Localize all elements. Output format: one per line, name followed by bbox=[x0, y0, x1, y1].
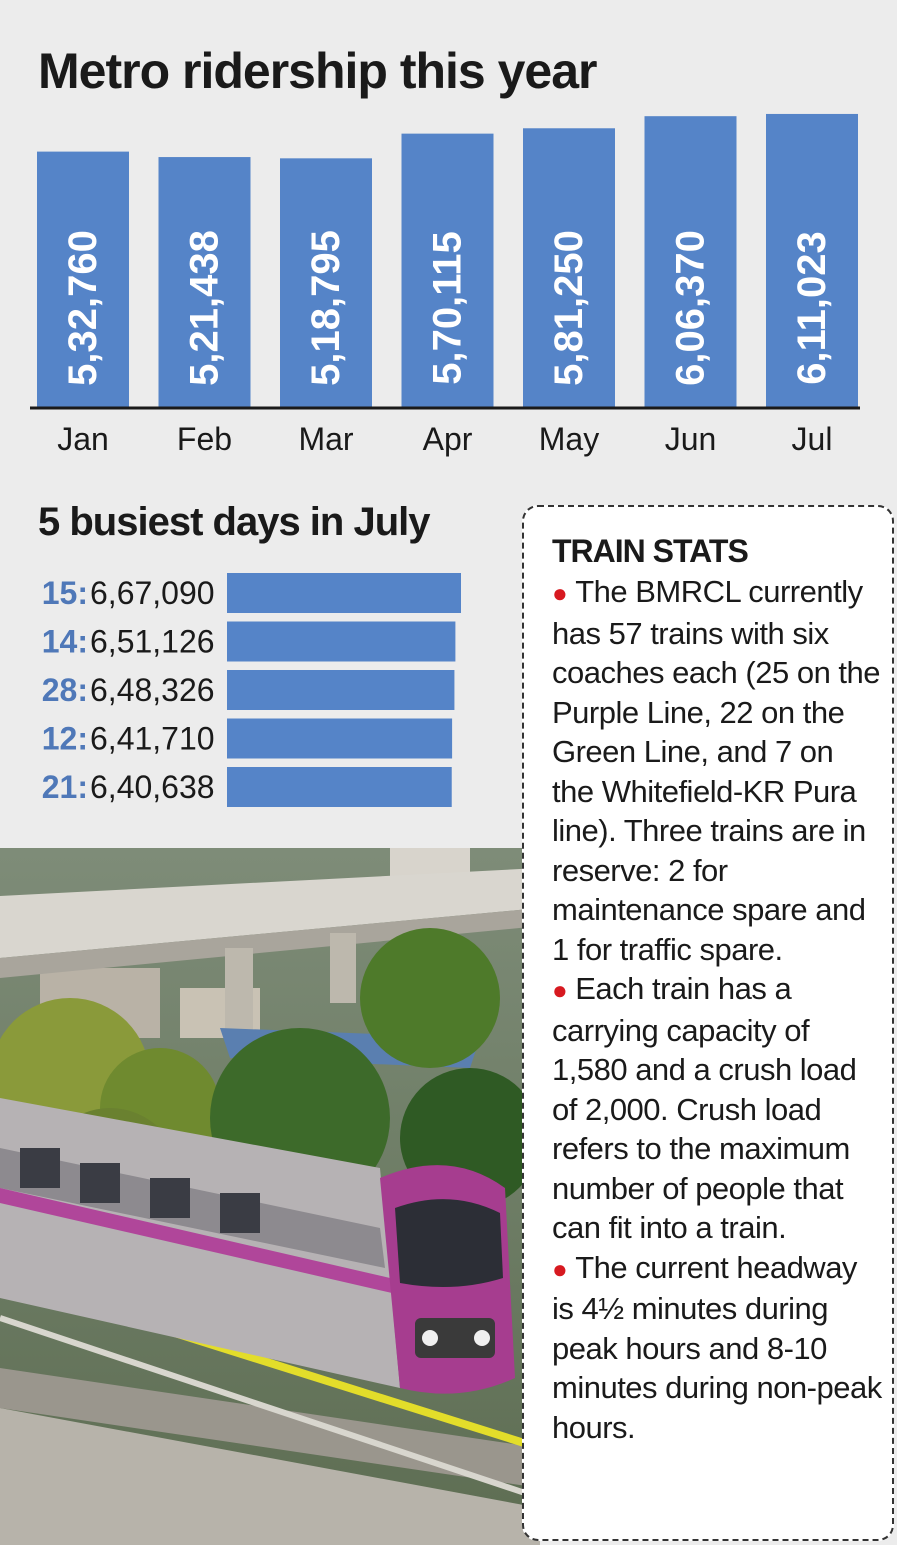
stats-item-text: The BMRCL currently has 57 trains with s… bbox=[552, 574, 881, 967]
day-value-label: 6,48,326 bbox=[90, 672, 215, 708]
bar-day-21 bbox=[227, 767, 452, 807]
metro-train-photo bbox=[0, 848, 540, 1545]
day-value-label: 6,51,126 bbox=[90, 624, 215, 660]
x-tick-label: May bbox=[539, 421, 599, 457]
bar-value-label: 5,81,250 bbox=[547, 230, 591, 386]
day-label: 21: bbox=[42, 769, 88, 805]
bullet-icon: ● bbox=[552, 975, 568, 1005]
bar-apr bbox=[401, 133, 494, 409]
day-value-label: 6,67,090 bbox=[90, 575, 215, 611]
stats-item-trains: ● The BMRCL currently has 57 trains with … bbox=[552, 572, 882, 969]
x-tick-label: Feb bbox=[177, 421, 232, 457]
stats-item-headway: ● The current headway is 4½ minutes durin… bbox=[552, 1248, 882, 1448]
bar-value-label: 5,21,438 bbox=[183, 230, 227, 386]
chart-title: Metro ridership this year bbox=[38, 43, 597, 99]
bar-value-label: 5,70,115 bbox=[426, 231, 470, 385]
day-label: 28: bbox=[42, 672, 88, 708]
bar-value-label: 5,18,795 bbox=[304, 230, 348, 386]
day-label: 14: bbox=[42, 624, 88, 660]
x-tick-label: Mar bbox=[298, 421, 353, 457]
stats-item-text: Each train has a carrying capacity of 1,… bbox=[552, 971, 857, 1245]
day-label: 15: bbox=[42, 575, 88, 611]
stats-item-text: The current headway is 4½ minutes during… bbox=[552, 1249, 882, 1445]
bar-value-label: 5,32,760 bbox=[61, 230, 105, 386]
bullet-icon: ● bbox=[552, 578, 568, 608]
day-value-label: 6,41,710 bbox=[90, 721, 215, 757]
bar-may bbox=[523, 128, 615, 408]
bar-jun bbox=[644, 116, 737, 408]
bar-mar bbox=[280, 158, 372, 408]
bullet-icon: ● bbox=[552, 1253, 568, 1284]
stats-item-capacity: ● Each train has a carrying capacity of 1… bbox=[552, 969, 882, 1248]
x-tick-label: Jun bbox=[665, 421, 717, 457]
bar-value-label: 6,11,023 bbox=[790, 231, 834, 385]
x-tick-label: Jul bbox=[792, 421, 833, 457]
bar-jan bbox=[37, 151, 129, 408]
bar-day-15 bbox=[227, 573, 461, 613]
monthly-ridership-chart: 5,32,760 Jan 5,21,438 Feb 5,18,795 Mar 5,70,11… bbox=[30, 113, 860, 457]
day-value-label: 6,40,638 bbox=[90, 769, 215, 805]
train-stats-box: TRAIN STATS ● The BMRCL currently has 57 … bbox=[522, 505, 894, 1541]
x-tick-label: Apr bbox=[423, 421, 473, 457]
busiest-days-title: 5 busiest days in July bbox=[38, 500, 430, 544]
day-label: 12: bbox=[42, 721, 88, 757]
bar-day-12 bbox=[227, 718, 453, 759]
bar-day-28 bbox=[227, 670, 455, 710]
train-stats-title: TRAIN STATS bbox=[552, 533, 749, 569]
bar-day-14 bbox=[227, 621, 456, 662]
bar-jul bbox=[766, 113, 858, 408]
x-tick-label: Jan bbox=[57, 421, 109, 457]
bar-feb bbox=[158, 157, 251, 408]
bar-value-label: 6,06,370 bbox=[669, 230, 713, 386]
